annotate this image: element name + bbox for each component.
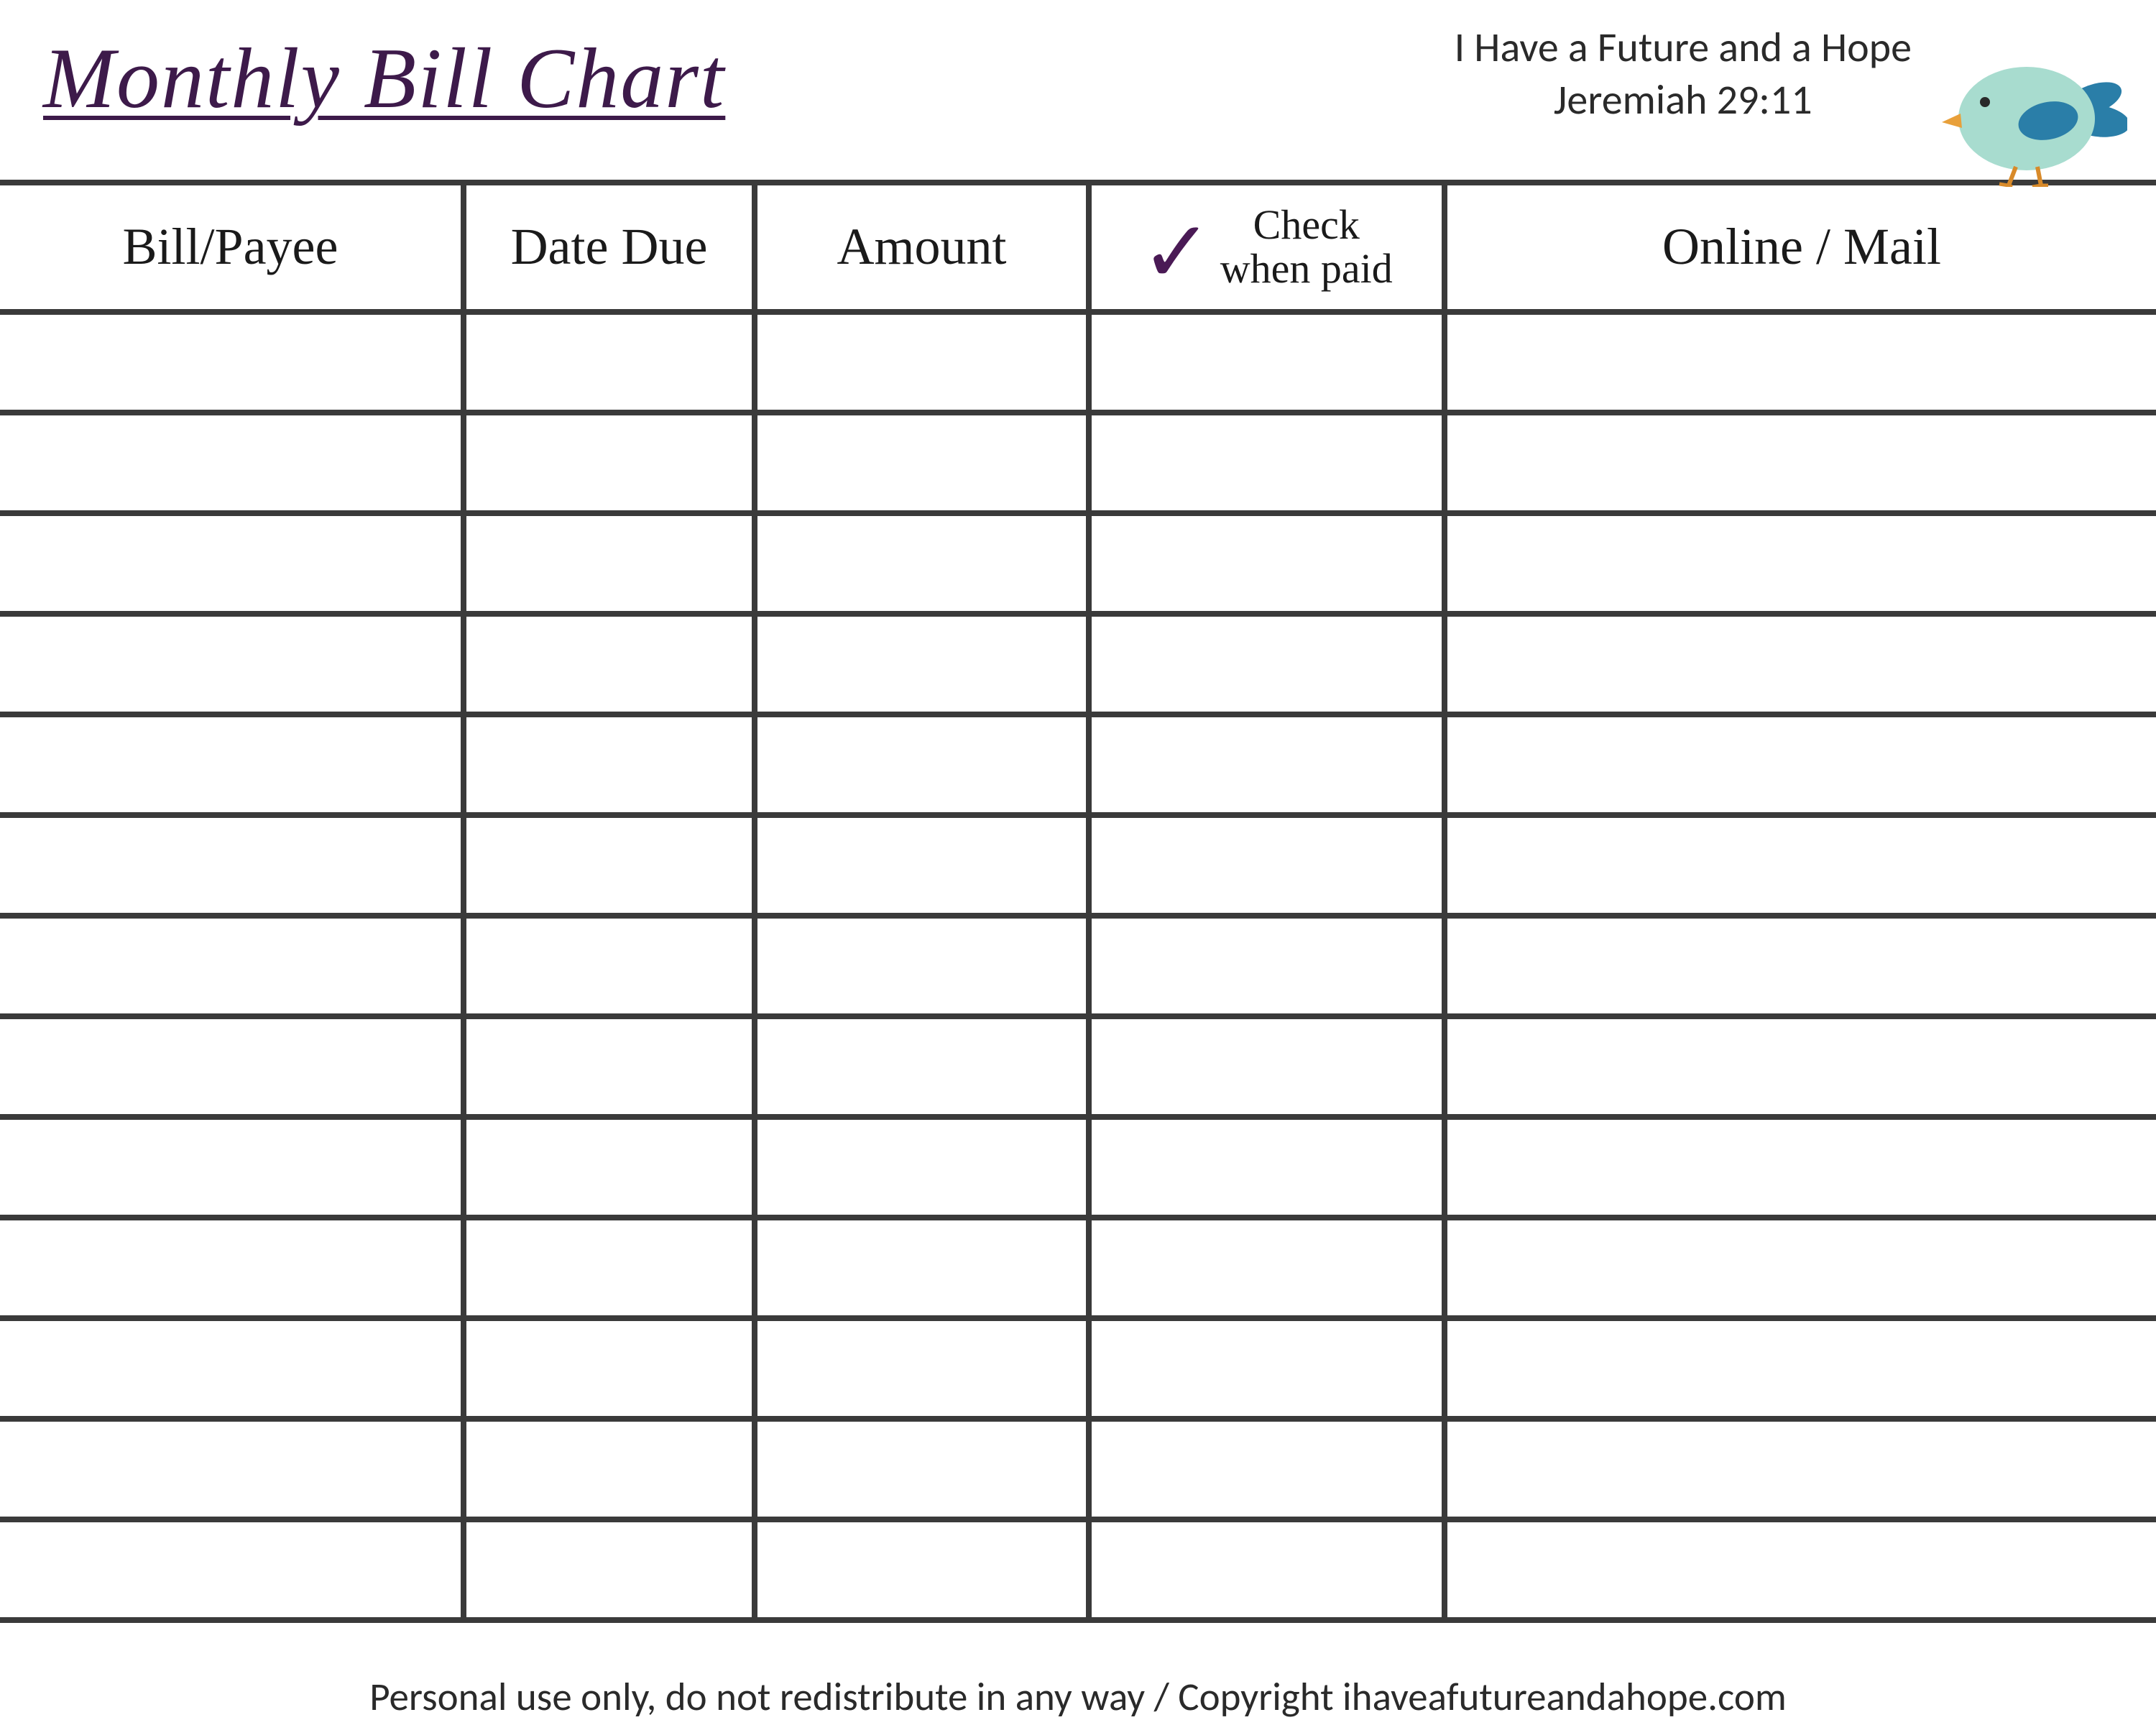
table-cell[interactable] — [1089, 513, 1445, 614]
table-row — [0, 1218, 2156, 1318]
table-cell[interactable] — [1445, 815, 2156, 916]
page: Monthly Bill Chart I Have a Future and a… — [0, 0, 2156, 1725]
table-cell[interactable] — [1445, 1419, 2156, 1519]
table-cell[interactable] — [755, 1318, 1089, 1419]
table-cell[interactable] — [1445, 1016, 2156, 1117]
table-cell[interactable] — [1445, 513, 2156, 614]
table-cell[interactable] — [464, 513, 755, 614]
table-cell[interactable] — [0, 1318, 464, 1419]
table-cell[interactable] — [755, 916, 1089, 1016]
table-cell[interactable] — [1089, 1218, 1445, 1318]
table-cell[interactable] — [464, 413, 755, 513]
table-cell[interactable] — [755, 1016, 1089, 1117]
table-cell[interactable] — [0, 815, 464, 916]
col-header-check: ✓ Check when paid — [1089, 183, 1445, 312]
table-cell[interactable] — [464, 1218, 755, 1318]
col-header-online: Online / Mail — [1445, 183, 2156, 312]
table-cell[interactable] — [1445, 714, 2156, 815]
table-cell[interactable] — [1089, 1016, 1445, 1117]
subtitle-line2: Jeremiah 29:11 — [1455, 74, 1912, 126]
table-cell[interactable] — [464, 1419, 755, 1519]
table-cell[interactable] — [1445, 614, 2156, 714]
table-cell[interactable] — [1445, 1218, 2156, 1318]
footer-text: Personal use only, do not redistribute i… — [0, 1673, 2156, 1721]
table-cell[interactable] — [0, 1519, 464, 1620]
table-cell[interactable] — [464, 916, 755, 1016]
table-cell[interactable] — [1089, 413, 1445, 513]
table-cell[interactable] — [755, 312, 1089, 413]
table-cell[interactable] — [1089, 1519, 1445, 1620]
table-cell[interactable] — [0, 312, 464, 413]
table-row — [0, 1318, 2156, 1419]
table-cell[interactable] — [464, 1117, 755, 1218]
table-cell[interactable] — [0, 1117, 464, 1218]
bird-icon — [1940, 43, 2127, 187]
table-cell[interactable] — [0, 1419, 464, 1519]
table-body — [0, 312, 2156, 1620]
table-cell[interactable] — [755, 1218, 1089, 1318]
table-cell[interactable] — [1089, 1318, 1445, 1419]
table-cell[interactable] — [0, 513, 464, 614]
table-row — [0, 1419, 2156, 1519]
table-cell[interactable] — [755, 1519, 1089, 1620]
table-row — [0, 312, 2156, 413]
table-cell[interactable] — [1445, 1318, 2156, 1419]
subtitle: I Have a Future and a Hope Jeremiah 29:1… — [1455, 22, 1912, 126]
table-cell[interactable] — [464, 614, 755, 714]
table-cell[interactable] — [1445, 312, 2156, 413]
table-cell[interactable] — [1089, 916, 1445, 1016]
table-cell[interactable] — [755, 1117, 1089, 1218]
table-cell[interactable] — [464, 1016, 755, 1117]
table-cell[interactable] — [755, 1419, 1089, 1519]
table-cell[interactable] — [755, 815, 1089, 916]
table-cell[interactable] — [0, 1218, 464, 1318]
table-cell[interactable] — [1089, 714, 1445, 815]
table-cell[interactable] — [1089, 312, 1445, 413]
table-cell[interactable] — [1445, 1519, 2156, 1620]
table-cell[interactable] — [464, 1318, 755, 1419]
table-header-row: Bill/Payee Date Due Amount ✓ Check when … — [0, 183, 2156, 312]
table-cell[interactable] — [0, 1016, 464, 1117]
table-row — [0, 1117, 2156, 1218]
table-cell[interactable] — [1089, 815, 1445, 916]
checkmark-icon: ✓ — [1141, 218, 1213, 288]
table-cell[interactable] — [464, 815, 755, 916]
table-cell[interactable] — [1445, 413, 2156, 513]
table-cell[interactable] — [464, 312, 755, 413]
table-cell[interactable] — [755, 413, 1089, 513]
table-row — [0, 916, 2156, 1016]
table-row — [0, 413, 2156, 513]
table-cell[interactable] — [1089, 1117, 1445, 1218]
table-cell[interactable] — [755, 614, 1089, 714]
table-cell[interactable] — [0, 714, 464, 815]
table-cell[interactable] — [755, 513, 1089, 614]
table-row — [0, 815, 2156, 916]
table-cell[interactable] — [1089, 1419, 1445, 1519]
table-cell[interactable] — [1445, 916, 2156, 1016]
col-header-check-text: Check when paid — [1220, 203, 1393, 291]
bill-table: Bill/Payee Date Due Amount ✓ Check when … — [0, 180, 2156, 1623]
table-cell[interactable] — [755, 714, 1089, 815]
table-row — [0, 513, 2156, 614]
table-cell[interactable] — [1445, 1117, 2156, 1218]
col-header-date: Date Due — [464, 183, 755, 312]
table-cell[interactable] — [464, 714, 755, 815]
table-cell[interactable] — [464, 1519, 755, 1620]
table-cell[interactable] — [1089, 614, 1445, 714]
subtitle-line1: I Have a Future and a Hope — [1455, 22, 1912, 74]
table-row — [0, 1016, 2156, 1117]
table-cell[interactable] — [0, 413, 464, 513]
table-cell[interactable] — [0, 916, 464, 1016]
table-cell[interactable] — [0, 614, 464, 714]
col-header-amount: Amount — [755, 183, 1089, 312]
col-header-payee: Bill/Payee — [0, 183, 464, 312]
table-row — [0, 614, 2156, 714]
bill-table-wrap: Bill/Payee Date Due Amount ✓ Check when … — [0, 180, 2156, 1623]
table-row — [0, 1519, 2156, 1620]
table-row — [0, 714, 2156, 815]
header: Monthly Bill Chart I Have a Future and a… — [0, 0, 2156, 180]
